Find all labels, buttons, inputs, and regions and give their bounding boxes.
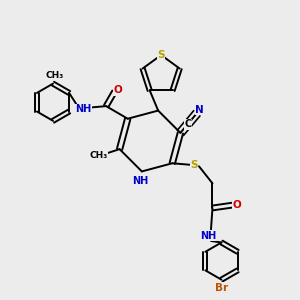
Text: O: O bbox=[114, 85, 122, 95]
Text: CH₃: CH₃ bbox=[89, 151, 108, 160]
Text: C: C bbox=[184, 119, 191, 129]
Text: O: O bbox=[233, 200, 242, 210]
Text: S: S bbox=[158, 50, 165, 60]
Text: NH: NH bbox=[200, 231, 217, 241]
Text: NH: NH bbox=[132, 176, 148, 186]
Text: S: S bbox=[190, 160, 198, 170]
Text: CH₃: CH₃ bbox=[45, 71, 64, 80]
Text: NH: NH bbox=[75, 104, 91, 114]
Text: Br: Br bbox=[215, 283, 228, 293]
Text: N: N bbox=[195, 105, 204, 115]
